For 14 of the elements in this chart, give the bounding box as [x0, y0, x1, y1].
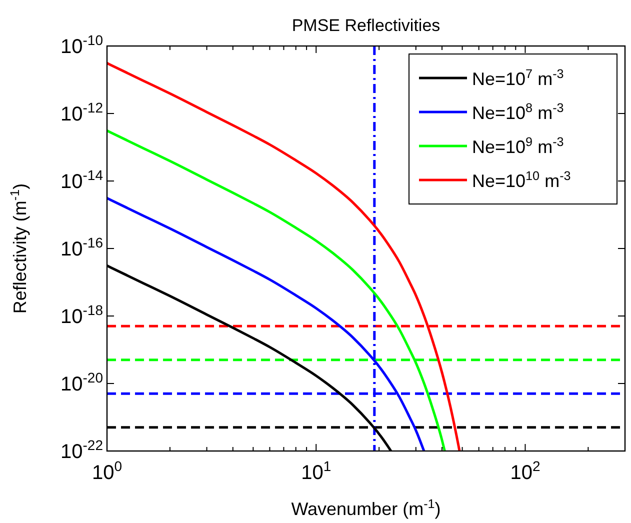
y-tick-label: 10$^{-18}$ — [60, 302, 104, 328]
legend-label: Ne=10$^{9}$ m$^{-3}$ — [472, 135, 564, 157]
legend-label: Ne=10$^{8}$ m$^{-3}$ — [472, 101, 564, 123]
chart-title: PMSE Reflectivities — [292, 16, 440, 35]
y-tick-label: 10$^{-20}$ — [60, 370, 104, 396]
x-tick-label: 10$^{1}$ — [301, 458, 332, 484]
y-tick-label: 10$^{-12}$ — [60, 100, 104, 126]
x-tick-label: 10$^{2}$ — [510, 458, 540, 484]
legend-label: Ne=10$^{7}$ m$^{-3}$ — [472, 67, 564, 89]
y-tick-label: 10$^{-14}$ — [60, 167, 104, 193]
legend-label: Ne=10$^{10}$ m$^{-3}$ — [472, 169, 571, 191]
x-axis-title: Wavenumber (m$^{-1}$) — [291, 497, 441, 519]
y-tick-label: 10$^{-16}$ — [60, 234, 104, 260]
y-tick-label: 10$^{-10}$ — [60, 32, 104, 58]
